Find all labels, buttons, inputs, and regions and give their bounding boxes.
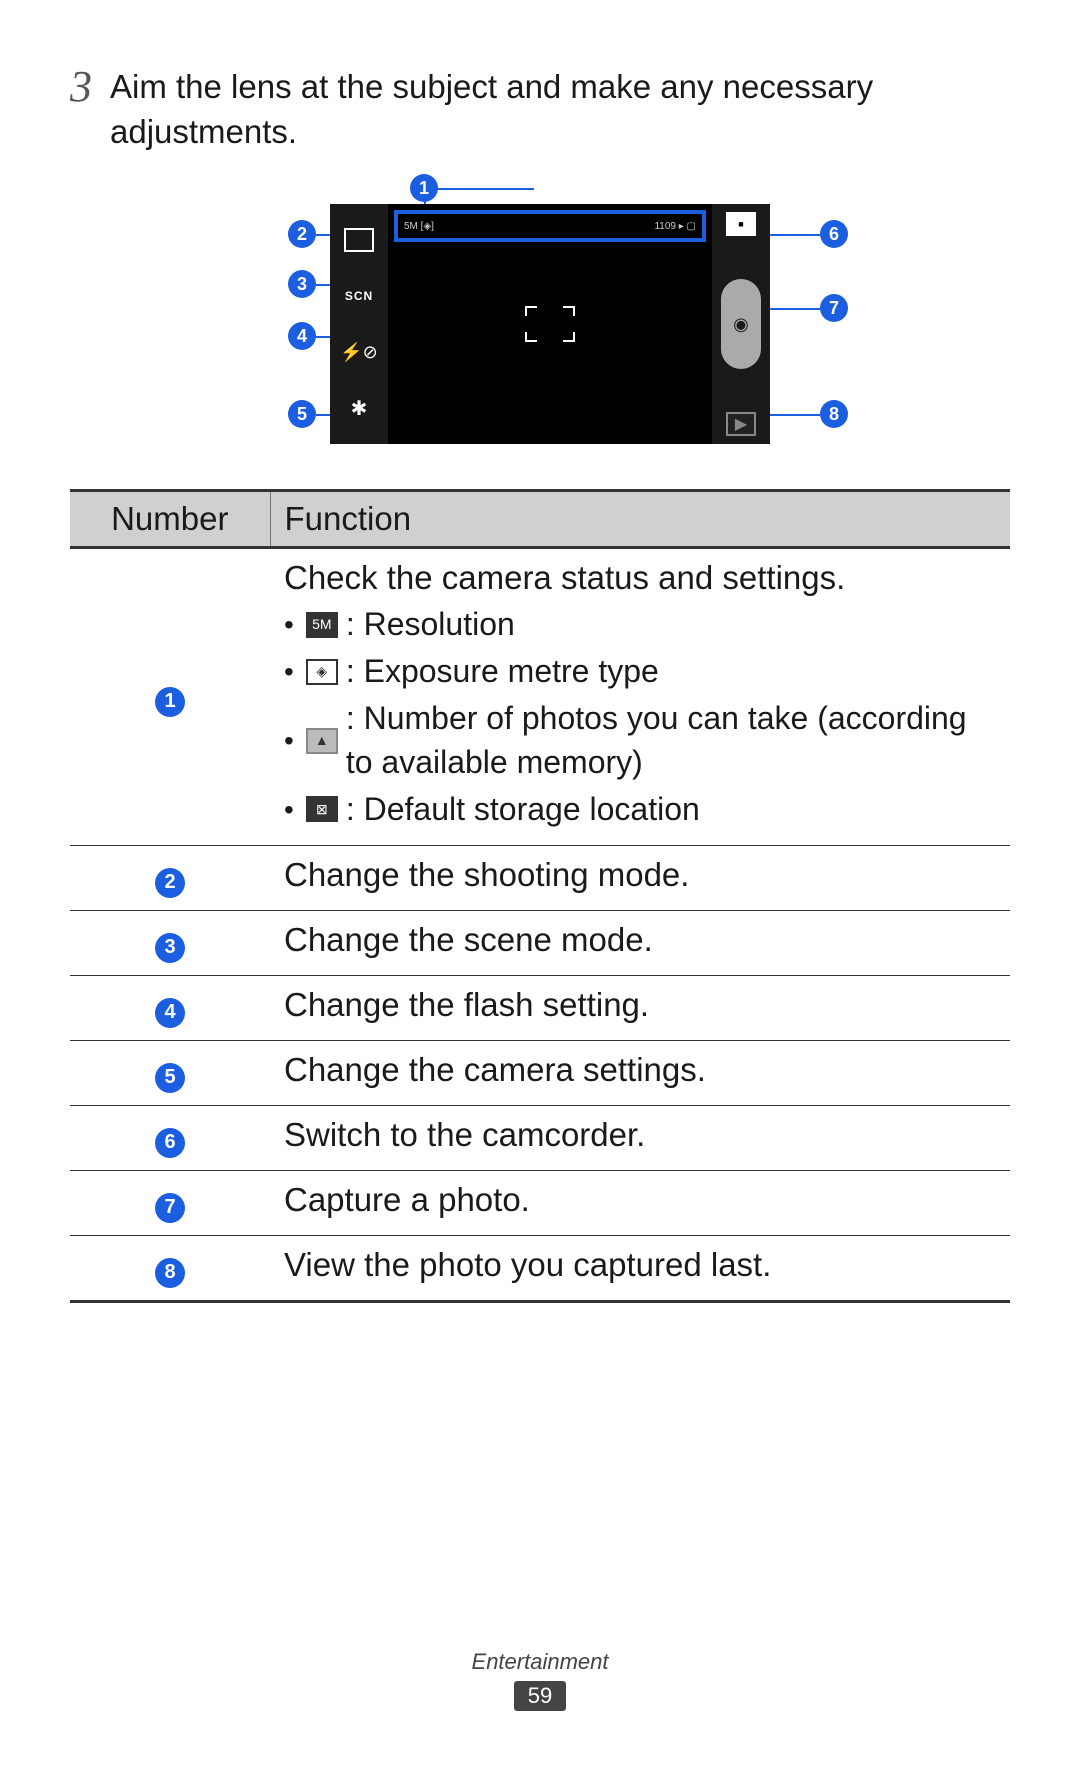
- function-bullet-list: 5M : Resolution◈ : Exposure metre type▲ …: [284, 603, 996, 831]
- row-number-cell: 5: [70, 1041, 270, 1106]
- row-number-cell: 8: [70, 1236, 270, 1302]
- number-badge: 8: [155, 1258, 185, 1288]
- footer-category: Entertainment: [0, 1649, 1080, 1675]
- function-text: Change the shooting mode.: [284, 856, 996, 894]
- row-function-cell: Change the camera settings.: [270, 1041, 1010, 1106]
- callout-badge: 3: [288, 270, 316, 298]
- header-number: Number: [70, 491, 270, 548]
- status-left: 5M [◈]: [404, 221, 434, 232]
- page-footer: Entertainment 59: [0, 1649, 1080, 1711]
- table-row: 5 Change the camera settings.: [70, 1041, 1010, 1106]
- number-badge: 4: [155, 998, 185, 1028]
- function-bullet: ⊠ : Default storage location: [284, 788, 996, 831]
- row-function-cell: Change the scene mode.: [270, 911, 1010, 976]
- camera-diagram: SCN ⚡⊘ ✱ 5M [◈] 1109 ▸ ▢ ■ ◉ ▶ 1 2 3 4 5 6 7 8: [190, 174, 890, 464]
- shutter-button: ◉: [721, 279, 761, 369]
- bullet-icon: ◈: [306, 659, 338, 685]
- row-number-cell: 7: [70, 1171, 270, 1236]
- focus-bracket: [525, 306, 575, 342]
- number-badge: 6: [155, 1128, 185, 1158]
- row-number-cell: 1: [70, 548, 270, 846]
- function-text: View the photo you captured last.: [284, 1246, 996, 1284]
- callout-badge: 8: [820, 400, 848, 428]
- table-row: 3 Change the scene mode.: [70, 911, 1010, 976]
- settings-icon: ✱: [344, 396, 374, 420]
- number-badge: 3: [155, 933, 185, 963]
- function-bullet: ◈ : Exposure metre type: [284, 650, 996, 693]
- row-function-cell: Switch to the camcorder.: [270, 1106, 1010, 1171]
- function-text: Check the camera status and settings.: [284, 559, 996, 597]
- table-row: 1 Check the camera status and settings. 5M…: [70, 548, 1010, 846]
- function-bullet: ▲ : Number of photos you can take (accor…: [284, 697, 996, 783]
- function-table: Number Function 1 Check the camera status…: [70, 489, 1010, 1303]
- row-function-cell: Change the shooting mode.: [270, 846, 1010, 911]
- bullet-icon: ⊠: [306, 796, 338, 822]
- table-header-row: Number Function: [70, 491, 1010, 548]
- callout-badge: 1: [410, 174, 438, 202]
- bullet-text: : Number of photos you can take (accordi…: [346, 697, 996, 783]
- status-bar: 5M [◈] 1109 ▸ ▢: [394, 210, 706, 242]
- function-text: Change the scene mode.: [284, 921, 996, 959]
- bullet-text: : Resolution: [346, 603, 515, 646]
- row-function-cell: Capture a photo.: [270, 1171, 1010, 1236]
- table-row: 4 Change the flash setting.: [70, 976, 1010, 1041]
- scene-icon: SCN: [344, 284, 374, 308]
- camera-viewfinder: 5M [◈] 1109 ▸ ▢: [388, 204, 712, 444]
- function-text: Change the flash setting.: [284, 986, 996, 1024]
- step-number: 3: [70, 65, 92, 109]
- table-row: 2 Change the shooting mode.: [70, 846, 1010, 911]
- camera-screen: SCN ⚡⊘ ✱ 5M [◈] 1109 ▸ ▢ ■ ◉ ▶: [330, 204, 770, 444]
- number-badge: 1: [155, 687, 185, 717]
- callout-badge: 2: [288, 220, 316, 248]
- footer-page-number: 59: [514, 1681, 566, 1711]
- row-number-cell: 2: [70, 846, 270, 911]
- row-function-cell: Check the camera status and settings. 5M …: [270, 548, 1010, 846]
- bullet-text: : Exposure metre type: [346, 650, 659, 693]
- camera-left-bar: SCN ⚡⊘ ✱: [330, 204, 388, 444]
- table-row: 6 Switch to the camcorder.: [70, 1106, 1010, 1171]
- table-row: 7 Capture a photo.: [70, 1171, 1010, 1236]
- flash-icon: ⚡⊘: [344, 340, 374, 364]
- camcorder-icon: ■: [726, 212, 756, 236]
- callout-badge: 4: [288, 322, 316, 350]
- callout-badge: 5: [288, 400, 316, 428]
- callout-line: [424, 188, 534, 190]
- row-function-cell: Change the flash setting.: [270, 976, 1010, 1041]
- row-number-cell: 6: [70, 1106, 270, 1171]
- row-number-cell: 3: [70, 911, 270, 976]
- row-number-cell: 4: [70, 976, 270, 1041]
- function-text: Change the camera settings.: [284, 1051, 996, 1089]
- camera-right-bar: ■ ◉ ▶: [712, 204, 770, 444]
- status-right: 1109 ▸ ▢: [654, 221, 696, 232]
- step-text: Aim the lens at the subject and make any…: [110, 65, 1010, 154]
- function-text: Capture a photo.: [284, 1181, 996, 1219]
- bullet-icon: ▲: [306, 728, 338, 754]
- table-row: 8 View the photo you captured last.: [70, 1236, 1010, 1302]
- callout-badge: 6: [820, 220, 848, 248]
- header-function: Function: [270, 491, 1010, 548]
- playback-icon: ▶: [726, 412, 756, 436]
- function-bullet: 5M : Resolution: [284, 603, 996, 646]
- bullet-icon: 5M: [306, 612, 338, 638]
- mode-icon: [344, 228, 374, 252]
- instruction-step: 3 Aim the lens at the subject and make a…: [70, 65, 1010, 154]
- function-text: Switch to the camcorder.: [284, 1116, 996, 1154]
- bullet-text: : Default storage location: [346, 788, 700, 831]
- number-badge: 2: [155, 868, 185, 898]
- number-badge: 5: [155, 1063, 185, 1093]
- callout-badge: 7: [820, 294, 848, 322]
- number-badge: 7: [155, 1193, 185, 1223]
- row-function-cell: View the photo you captured last.: [270, 1236, 1010, 1302]
